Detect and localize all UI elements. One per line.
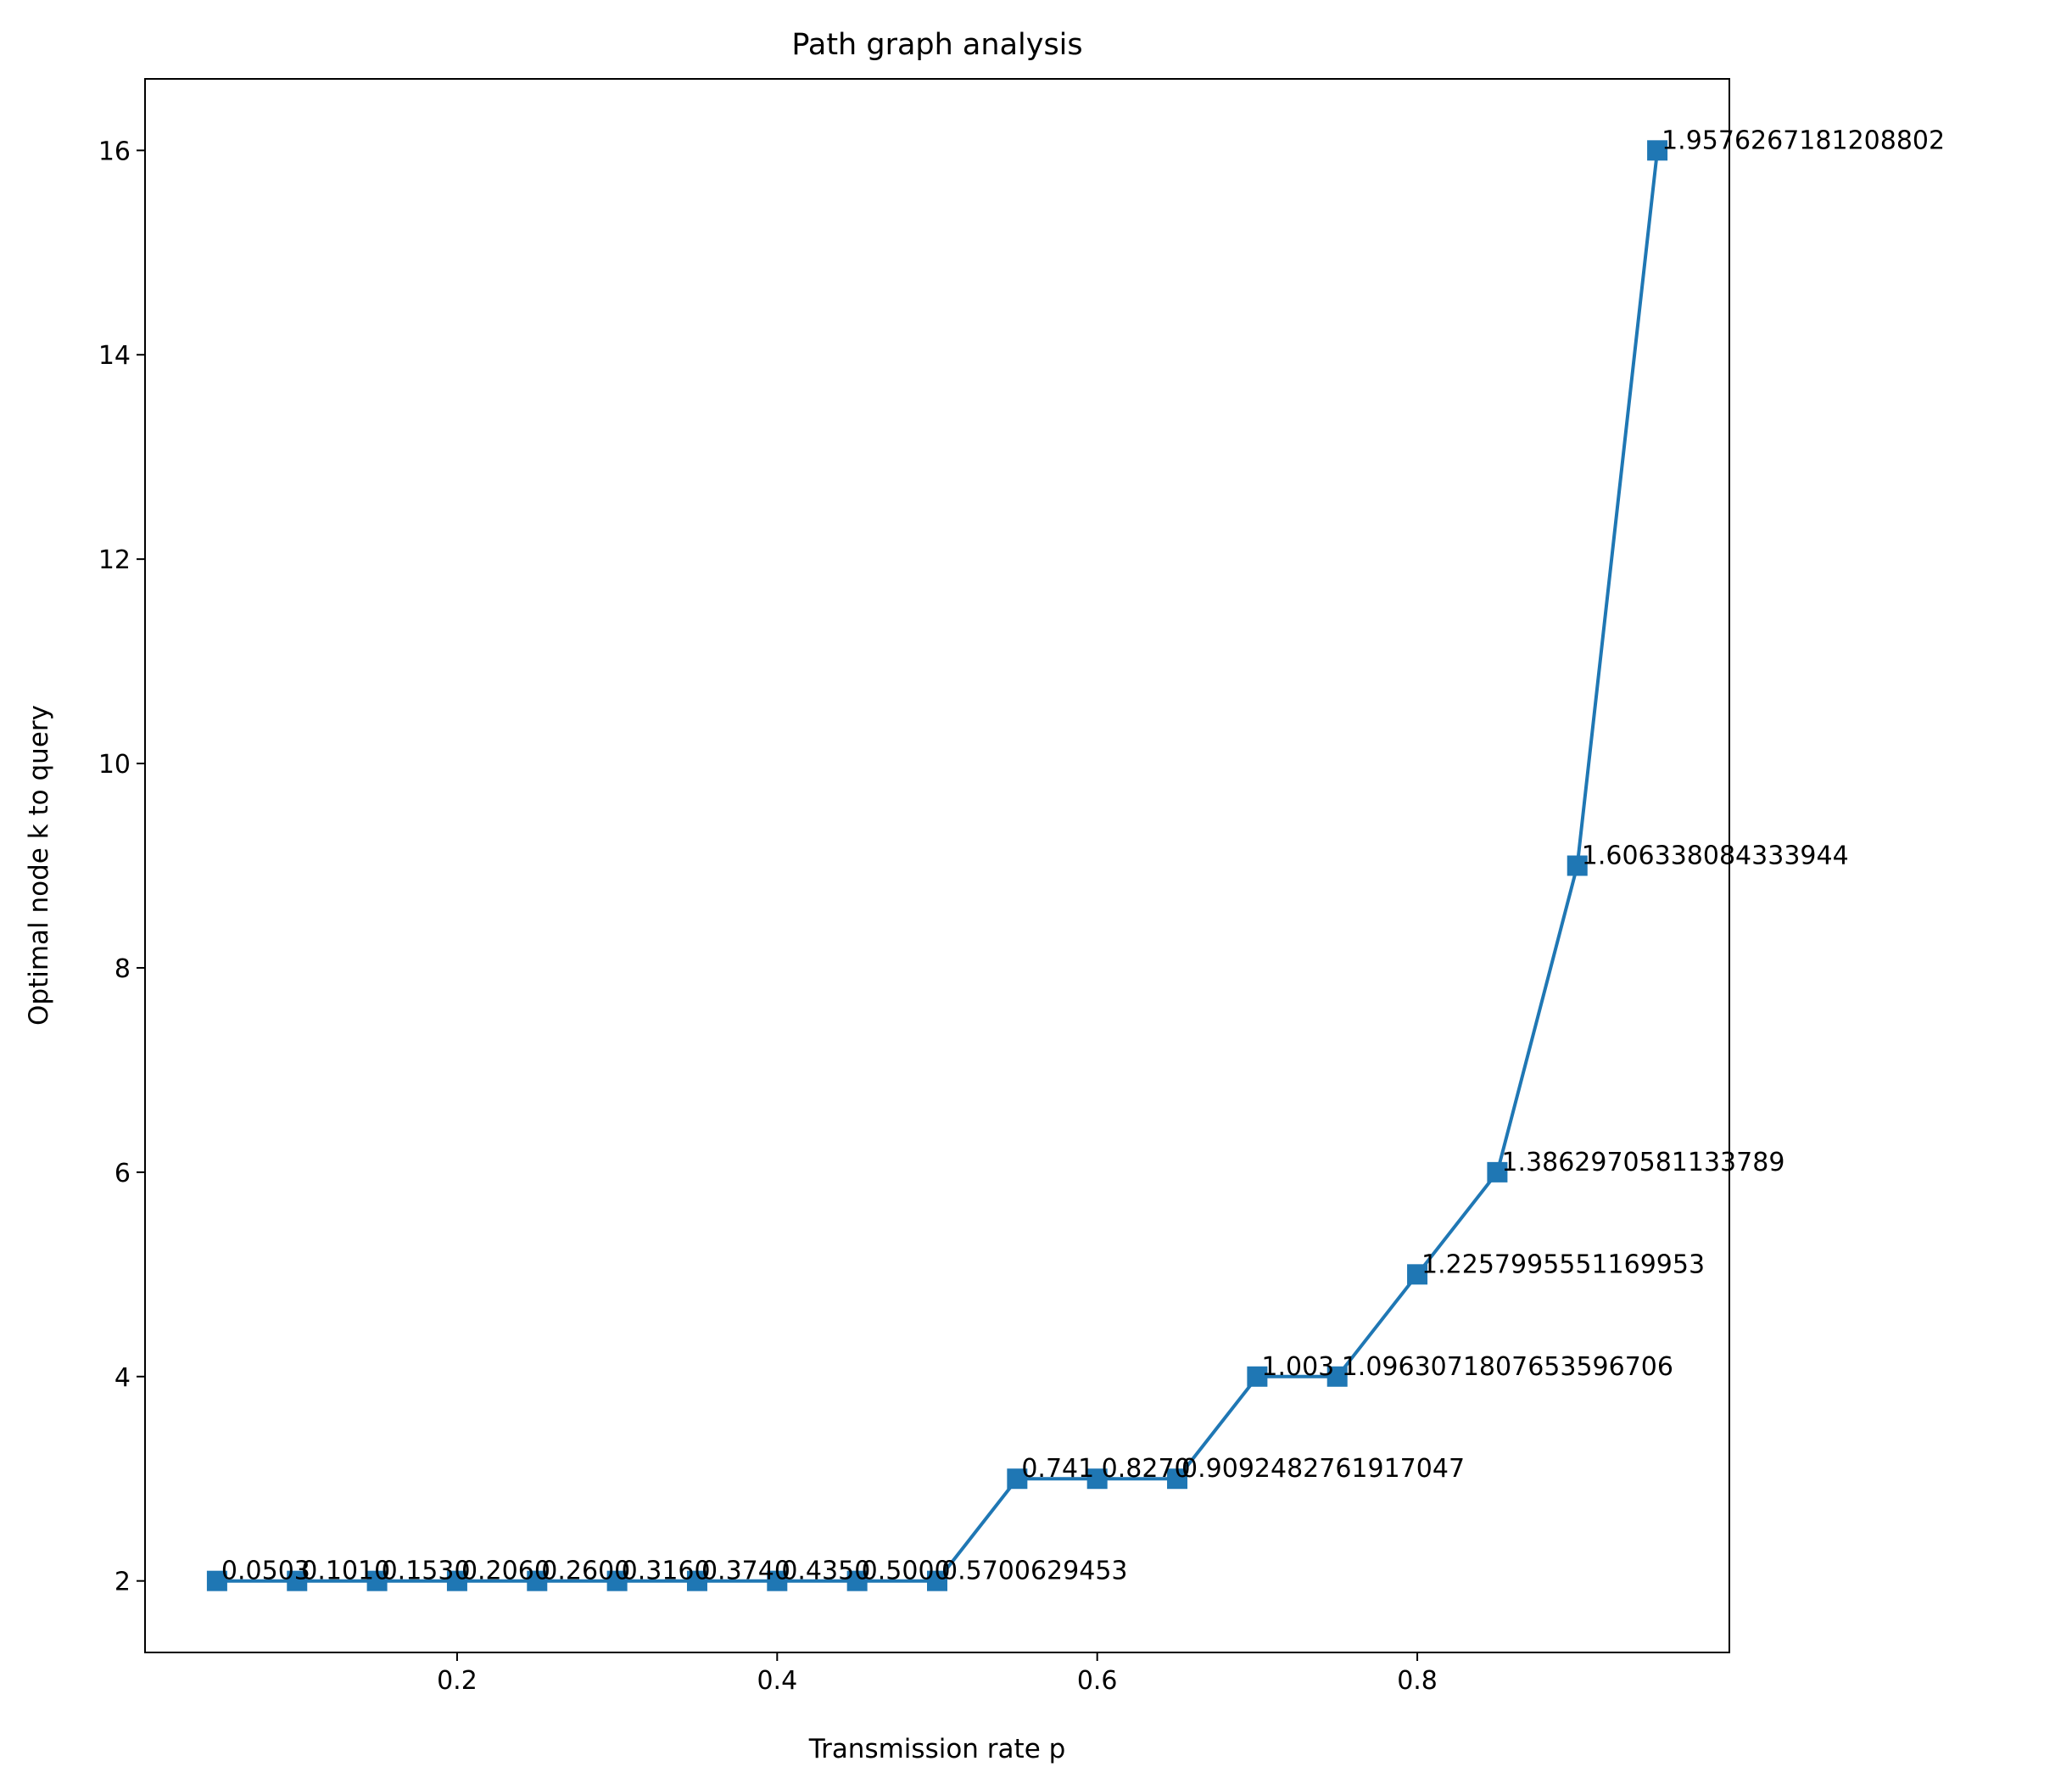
x-axis: 0.2 0.4 0.6 0.8	[437, 1652, 1438, 1696]
plot-area	[144, 78, 1730, 1653]
data-label: 0.5700629453	[941, 1557, 1128, 1586]
data-label: 1.2257995551169953	[1421, 1250, 1705, 1279]
y-tick-label: 2	[114, 1568, 131, 1597]
y-tick-label: 4	[114, 1363, 131, 1393]
data-label: 0.3160	[622, 1557, 711, 1586]
data-label: 0.2600	[541, 1557, 630, 1586]
series: 0.05030.10100.15300.20600.26000.31600.37…	[206, 126, 1945, 1591]
data-label: 0.2060	[461, 1557, 550, 1586]
data-label: 0.1010	[301, 1557, 390, 1586]
y-tick-label: 10	[98, 750, 131, 780]
data-point	[846, 1570, 868, 1591]
data-point	[527, 1570, 548, 1591]
y-tick-label: 8	[114, 954, 131, 984]
data-label: 1.0963071807653596706	[1342, 1352, 1673, 1382]
data-label: 0.4350	[781, 1557, 870, 1586]
y-axis: 2 4 6 8 10 12 14 16	[98, 137, 145, 1597]
data-label: 1.9576267181208802	[1662, 126, 1945, 155]
data-point	[1086, 1468, 1108, 1490]
x-tick-label: 0.2	[437, 1666, 478, 1696]
x-tick-label: 0.8	[1397, 1666, 1438, 1696]
data-label: 1.003	[1261, 1352, 1334, 1382]
x-tick-label: 0.4	[757, 1666, 797, 1696]
data-point	[446, 1570, 467, 1591]
data-label: 0.5000	[862, 1557, 951, 1586]
data-point	[1326, 1366, 1348, 1387]
data-label: 0.3740	[701, 1557, 790, 1586]
data-point	[767, 1570, 788, 1591]
data-label: 0.1530	[382, 1557, 471, 1586]
data-label: 1.606338084333944	[1582, 841, 1849, 871]
data-point	[366, 1570, 388, 1591]
x-axis-label: Transmission rate p	[808, 1734, 1066, 1764]
data-point	[606, 1570, 628, 1591]
data-label: 0.0503	[221, 1557, 310, 1586]
data-label: 1.3862970581133789	[1501, 1148, 1784, 1177]
data-point	[1247, 1366, 1268, 1387]
chart-title: Path graph analysis	[791, 28, 1082, 62]
y-tick-label: 16	[98, 137, 131, 166]
x-tick-label: 0.6	[1077, 1666, 1118, 1696]
y-tick-label: 14	[98, 341, 131, 371]
data-point	[1567, 855, 1588, 876]
data-label: 0.8270	[1102, 1454, 1191, 1484]
data-point	[1647, 140, 1668, 161]
data-label: 0.9092482761917047	[1181, 1454, 1465, 1484]
data-point	[1407, 1264, 1428, 1285]
data-point	[287, 1570, 308, 1591]
data-label: 0.741	[1021, 1454, 1094, 1484]
data-point	[1167, 1468, 1188, 1490]
data-point	[1007, 1468, 1028, 1490]
data-point	[927, 1570, 947, 1591]
data-point	[206, 1570, 227, 1591]
data-point	[1487, 1161, 1508, 1183]
y-tick-label: 12	[98, 545, 131, 575]
y-tick-label: 6	[114, 1159, 131, 1188]
y-axis-label: Optimal node k to query	[24, 705, 54, 1026]
data-point	[686, 1570, 707, 1591]
